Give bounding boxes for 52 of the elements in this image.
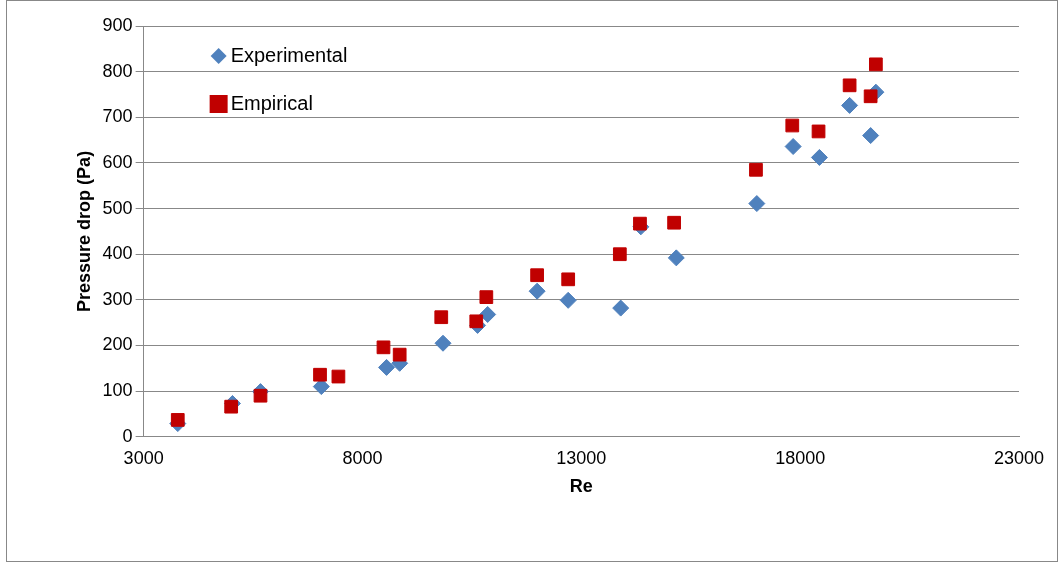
point [748,195,766,213]
point [869,57,883,72]
point [811,124,826,139]
point [561,272,576,287]
y-tick-label: 300 [102,288,133,309]
y-tick-label: 100 [102,380,133,401]
point [469,314,484,329]
x-axis-title: Re [569,476,593,497]
x-tick-label: 8000 [342,447,383,468]
y-tick-label: 400 [102,243,133,264]
point [612,247,627,262]
point [530,268,544,283]
y-tick-label: 700 [102,106,133,127]
x-tick-label: 18000 [775,447,826,468]
y-tick-label: 0 [122,425,133,446]
point [528,282,546,300]
point [378,358,396,376]
x-tick-label: 23000 [993,447,1045,468]
point [331,369,346,384]
point [842,78,857,93]
point [633,216,647,231]
y-tick-label: 900 [102,14,133,35]
point [559,291,577,309]
legend-label: Experimental [230,43,348,66]
point [434,334,452,352]
point [841,96,859,114]
point [810,148,828,166]
point [863,89,878,104]
point [785,118,800,133]
point [749,162,763,177]
point [170,413,185,427]
x-tick-label: 3000 [123,447,164,468]
point [479,290,494,304]
point [224,399,239,414]
point [376,340,391,355]
point [253,388,268,403]
y-tick-label: 200 [102,334,133,355]
point [784,138,802,155]
y-tick-label: 500 [102,197,133,218]
point [434,310,449,325]
point [479,305,497,323]
legend-label: Empirical [230,91,313,114]
point [313,367,327,382]
point [862,127,880,145]
point [392,347,407,362]
y-axis-title: Pressure drop (Pa) [73,150,94,312]
point [612,299,630,317]
point [667,215,681,230]
y-tick-label: 600 [102,151,133,172]
y-tick-label: 800 [102,60,133,81]
point [667,249,685,267]
x-tick-label: 13000 [556,447,607,468]
